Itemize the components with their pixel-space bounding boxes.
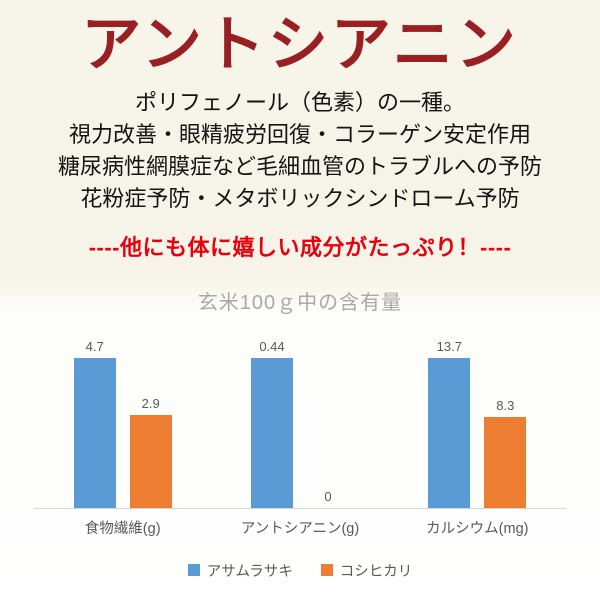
description-block: ポリフェノール（色素）の一種。 視力改善・眼精疲労回復・コラーゲン安定作用 糖尿… — [0, 87, 600, 215]
bar: 2.9 — [129, 395, 172, 508]
bar: 13.7 — [428, 338, 471, 508]
chart-legend: アサムラサキ コシヒカリ — [34, 560, 566, 581]
bar-value-label: 0 — [324, 488, 332, 504]
description-line: 花粉症予防・メタボリックシンドローム予防 — [80, 185, 520, 211]
legend-item: アサムラサキ — [187, 560, 293, 581]
chart-title: 玄米100ｇ中の含有量 — [197, 291, 403, 314]
bar: 8.3 — [484, 397, 527, 508]
アサムラサキ-bar — [250, 357, 293, 508]
description-line: 糖尿病性網膜症など毛細血管のトラブルへの予防 — [57, 153, 542, 179]
category-label: カルシウム(mg) — [426, 520, 529, 537]
legend-label: アサムラサキ — [206, 563, 293, 580]
bar-value-label: 0.44 — [259, 338, 285, 354]
bar: 0.44 — [250, 338, 293, 508]
description-line: 視力改善・眼精疲労回復・コラーゲン安定作用 — [68, 122, 531, 148]
legend-swatch-icon — [320, 564, 333, 577]
bar-value-label: 8.3 — [496, 397, 515, 413]
legend-swatch-icon — [187, 564, 200, 577]
highlight-text: ----他にも体に嬉しい成分がたっぷり！---- — [88, 234, 512, 260]
アサムラサキ-bar — [73, 357, 116, 508]
legend-label: コシヒカリ — [339, 563, 413, 580]
description-line: ポリフェノール（色素）の一種。 — [134, 90, 465, 116]
category-label: アントシアニン(g) — [240, 520, 360, 537]
chart-section: 玄米100ｇ中の含有量 4.7 2.9 0.44 0 13.7 8.3 食物繊維(g) アン… — [0, 274, 600, 589]
header-section: アントシアニン ポリフェノール（色素）の一種。 視力改善・眼精疲労回復・コラーゲ… — [0, 0, 600, 262]
category-label: 食物繊維(g) — [84, 520, 161, 537]
bar-value-label: 2.9 — [141, 395, 160, 411]
chart-category-labels: 食物繊維(g) アントシアニン(g) カルシウム(mg) — [34, 517, 566, 538]
bar-value-label: 4.7 — [85, 338, 104, 354]
bar-value-label: 13.7 — [436, 338, 462, 354]
bar: 0 — [307, 489, 349, 508]
bar-group: 4.7 2.9 — [34, 339, 211, 508]
bar-group: 13.7 8.3 — [389, 339, 566, 508]
page-title: アントシアニン — [81, 12, 519, 78]
アサムラサキ-bar — [428, 357, 471, 508]
bar-group: 0.44 0 — [211, 339, 388, 508]
chart-plot-area: 4.7 2.9 0.44 0 13.7 8.3 — [34, 331, 566, 509]
bar: 4.7 — [73, 338, 116, 508]
コシヒカリ-bar — [129, 414, 172, 508]
コシヒカリ-bar — [484, 416, 527, 508]
legend-item: コシヒカリ — [320, 560, 413, 581]
